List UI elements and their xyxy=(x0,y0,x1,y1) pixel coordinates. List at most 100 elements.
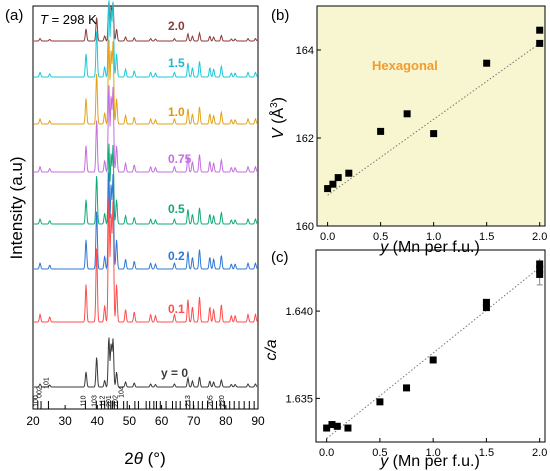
xrd-curve xyxy=(34,337,258,388)
data-point xyxy=(324,185,332,193)
series-label: 0.75 xyxy=(168,152,192,166)
panel-c-points xyxy=(323,260,544,432)
data-point xyxy=(482,304,490,312)
hkl-label: 104 xyxy=(119,386,126,398)
panel-c-y-axis-label: c/a xyxy=(263,339,280,360)
xrd-curve xyxy=(34,39,258,125)
panel-a-series-labels: 2.0 1.5 1.0 0.75 0.5 0.2 0.1 y = 0 xyxy=(161,19,192,380)
data-point xyxy=(344,424,352,432)
hkl-label: 100 xyxy=(33,395,40,407)
data-point xyxy=(323,424,331,432)
x-tick-label: 1.5 xyxy=(479,231,494,243)
data-point xyxy=(536,270,544,278)
x-tick-label: 30 xyxy=(58,414,72,428)
x-tick-label: 0.5 xyxy=(372,447,387,459)
data-point xyxy=(536,39,544,47)
data-point xyxy=(403,110,411,118)
x-tick-label: 1.0 xyxy=(426,447,441,459)
panel-c-label: (c) xyxy=(271,249,289,266)
hkl-label: 112 xyxy=(100,395,107,406)
data-point xyxy=(429,356,437,364)
series-label: y = 0 xyxy=(161,366,188,380)
panel-c-fit-line xyxy=(326,267,540,439)
panel-c: (c) 0.0 0.5 1.0 1.5 2.0 1.635 1.640 y (Mn per … xyxy=(263,249,547,470)
series-label: 1.0 xyxy=(168,105,185,119)
hkl-label: 213 xyxy=(185,395,192,407)
x-tick-label: 2.0 xyxy=(532,231,547,243)
hkl-label: 002 xyxy=(36,386,43,398)
data-point xyxy=(329,180,337,188)
temperature-annotation: T = 298 K xyxy=(40,12,97,27)
hkl-label: 205 xyxy=(208,395,215,407)
xrd-curve xyxy=(34,172,258,271)
panel-b-ticks: 0.0 0.5 1.0 1.5 2.0 160 162 164 xyxy=(296,45,548,243)
x-tick-label: 1.0 xyxy=(426,231,441,243)
data-point xyxy=(536,26,544,34)
x-tick-label: 0.0 xyxy=(319,447,334,459)
series-label: 1.5 xyxy=(168,56,185,70)
x-tick-label: 0.0 xyxy=(320,231,335,243)
y-tick-label: 160 xyxy=(296,221,314,233)
x-tick-label: 40 xyxy=(91,414,105,428)
series-label: 2.0 xyxy=(168,19,185,33)
series-label: 0.1 xyxy=(168,302,185,316)
x-tick-label: 50 xyxy=(123,414,137,428)
x-tick-label: 20 xyxy=(26,414,40,428)
panel-b-x-axis-label: y (Mn per f.u.) xyxy=(379,239,480,256)
data-point xyxy=(345,169,353,177)
data-point xyxy=(377,127,385,135)
series-label: 0.2 xyxy=(168,249,185,263)
hkl-label: 201 xyxy=(106,395,113,407)
panel-a-label: (a) xyxy=(5,7,23,24)
xrd-curve xyxy=(34,198,258,323)
hkl-label: 103 xyxy=(92,395,99,407)
data-point xyxy=(536,265,544,273)
panel-a-reference-ticks xyxy=(37,401,255,409)
hkl-label: 202 xyxy=(113,395,120,407)
data-point xyxy=(430,130,438,138)
series-label: 0.5 xyxy=(168,202,185,216)
x-tick-label: 2.0 xyxy=(532,447,547,459)
x-tick-label: 1.5 xyxy=(479,447,494,459)
xrd-curve xyxy=(34,1,258,42)
y-tick-label: 164 xyxy=(296,45,314,57)
x-tick-label: 60 xyxy=(155,414,169,428)
hkl-label: 101 xyxy=(43,377,50,389)
data-point xyxy=(536,260,544,268)
x-tick-label: 80 xyxy=(219,414,233,428)
panel-c-frame xyxy=(315,249,546,443)
panel-a-y-axis-label: Intensity (a.u) xyxy=(7,157,26,260)
panel-a: (a) 20 30 40 50 60 70 80 90 2.0 1.5 1.0 0.75 0.5 0.2… xyxy=(5,0,265,468)
x-tick-label: 90 xyxy=(251,414,265,428)
panel-b-fit-line xyxy=(327,42,540,196)
hexagonal-annotation: Hexagonal xyxy=(372,58,438,73)
data-point xyxy=(376,398,384,406)
hkl-label: 110 xyxy=(80,395,87,406)
panel-a-x-ticks: 20 30 40 50 60 70 80 90 xyxy=(26,405,265,428)
data-point xyxy=(403,384,411,392)
data-point xyxy=(333,422,341,430)
panel-c-x-axis-label: y (Mn per f.u.) xyxy=(379,453,480,470)
data-point xyxy=(328,421,336,429)
x-tick-label: 70 xyxy=(187,414,201,428)
x-tick-label: 0.5 xyxy=(373,231,388,243)
xrd-curve xyxy=(34,143,258,225)
data-point xyxy=(483,59,491,67)
panel-a-frame xyxy=(32,5,259,410)
panel-b: (b) 0.0 0.5 1.0 1.5 2.0 160 162 164 Hexagonal y… xyxy=(268,5,548,256)
y-tick-label: 1.640 xyxy=(285,306,313,318)
panel-c-ticks: 0.0 0.5 1.0 1.5 2.0 1.635 1.640 xyxy=(285,306,547,459)
data-point xyxy=(334,174,342,182)
y-tick-label: 1.635 xyxy=(285,393,313,405)
panel-b-y-axis-label: V (Å3) xyxy=(268,97,287,139)
panel-b-label: (b) xyxy=(271,7,289,24)
panel-a-x-axis-label: 2θ (°) xyxy=(124,449,166,468)
hkl-label: 220 xyxy=(219,395,226,407)
xrd-curve xyxy=(34,85,258,173)
panel-a-curves xyxy=(34,0,258,388)
y-tick-label: 162 xyxy=(296,133,314,145)
panel-b-plot-area xyxy=(316,5,546,227)
panel-b-points xyxy=(324,26,544,193)
